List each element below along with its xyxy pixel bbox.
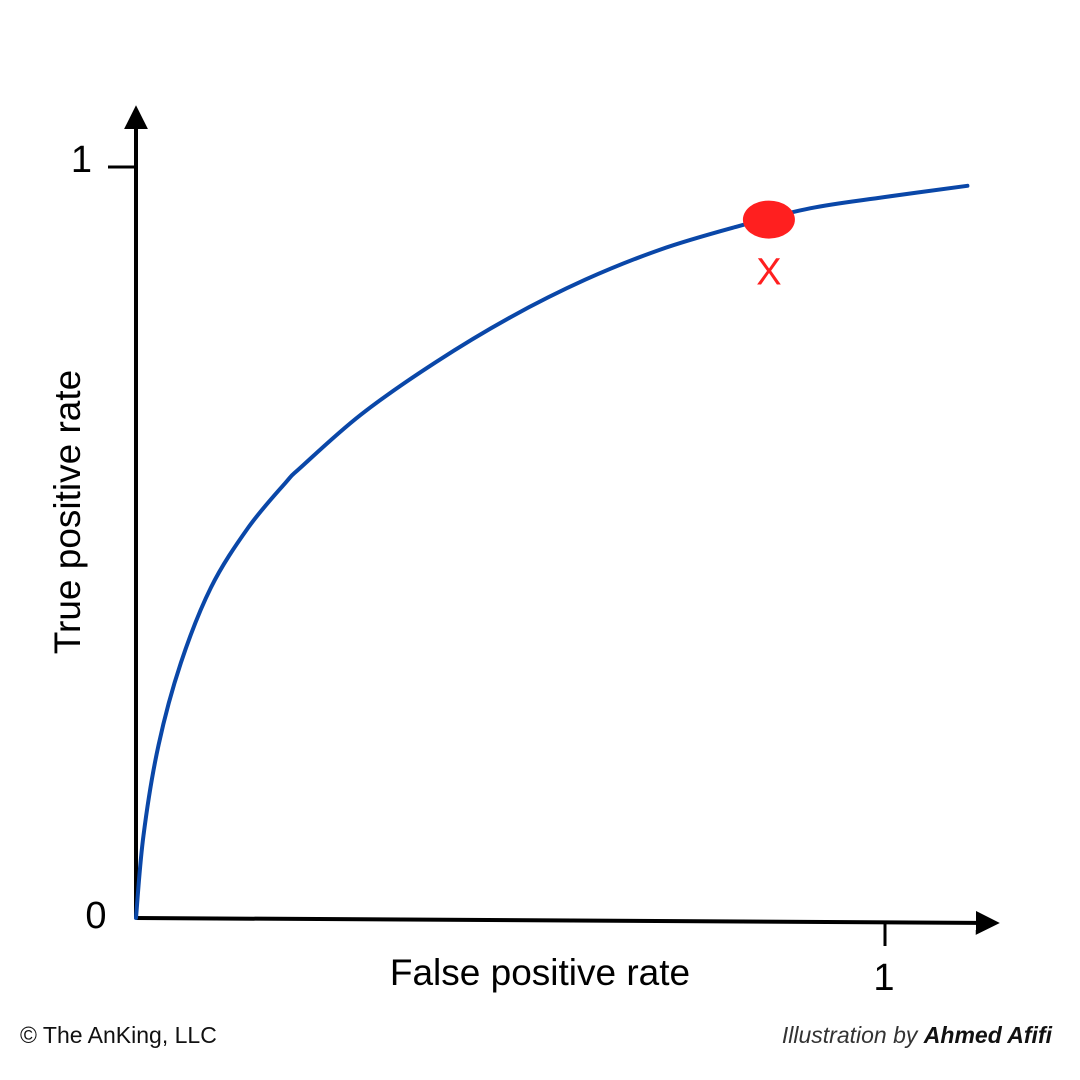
credit-prefix: Illustration by [781,1022,924,1048]
credit-author: Ahmed Afifi [923,1022,1052,1048]
x-axis-title: False positive rate [390,952,690,993]
copyright-text: © The AnKing, LLC [20,1022,217,1048]
plot-layer: X [134,183,970,920]
x-tick-label: 1 [873,957,894,999]
y-axis-title: True positive rate [47,370,88,654]
illustration-credit: Illustration by Ahmed Afifi [782,1022,1052,1049]
y-tick-label: 1 [71,139,92,181]
origin-label: 0 [85,895,106,937]
operating-point-marker [742,200,795,239]
operating-point-label: X [756,252,781,294]
roc-curve-line [134,183,970,920]
x-axis [135,910,1000,935]
